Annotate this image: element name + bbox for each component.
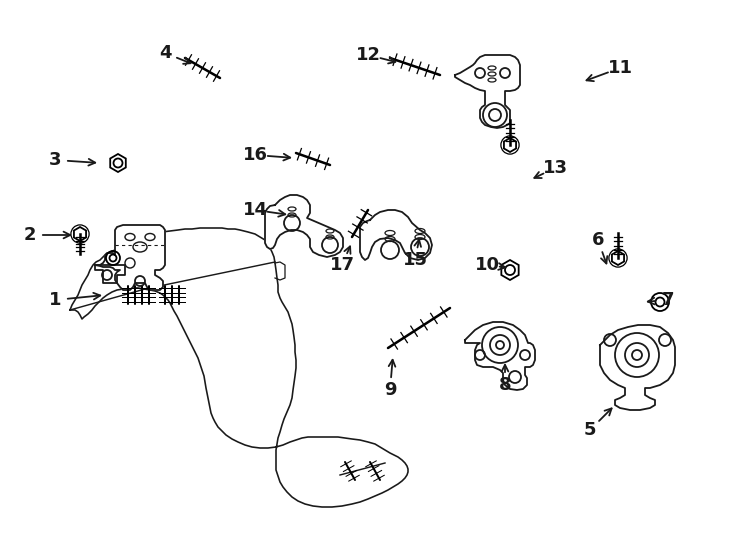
Text: 11: 11 [608, 59, 633, 77]
Polygon shape [265, 195, 343, 257]
Text: 16: 16 [242, 146, 267, 164]
Text: 9: 9 [384, 381, 396, 399]
Text: 7: 7 [662, 291, 675, 309]
Text: 3: 3 [48, 151, 61, 169]
Text: 13: 13 [542, 159, 567, 177]
Text: 12: 12 [355, 46, 380, 64]
Text: 6: 6 [592, 231, 604, 249]
Text: 14: 14 [242, 201, 267, 219]
Text: 17: 17 [330, 256, 355, 274]
Text: 10: 10 [474, 256, 500, 274]
Text: 2: 2 [23, 226, 36, 244]
Text: 4: 4 [159, 44, 171, 62]
Polygon shape [95, 225, 165, 290]
Text: 5: 5 [584, 421, 596, 439]
Polygon shape [455, 55, 520, 128]
Polygon shape [600, 325, 675, 410]
Text: 1: 1 [48, 291, 61, 309]
Polygon shape [360, 210, 432, 260]
Text: 8: 8 [498, 376, 512, 394]
Polygon shape [465, 322, 535, 390]
Text: 15: 15 [402, 251, 427, 269]
Polygon shape [95, 265, 125, 283]
